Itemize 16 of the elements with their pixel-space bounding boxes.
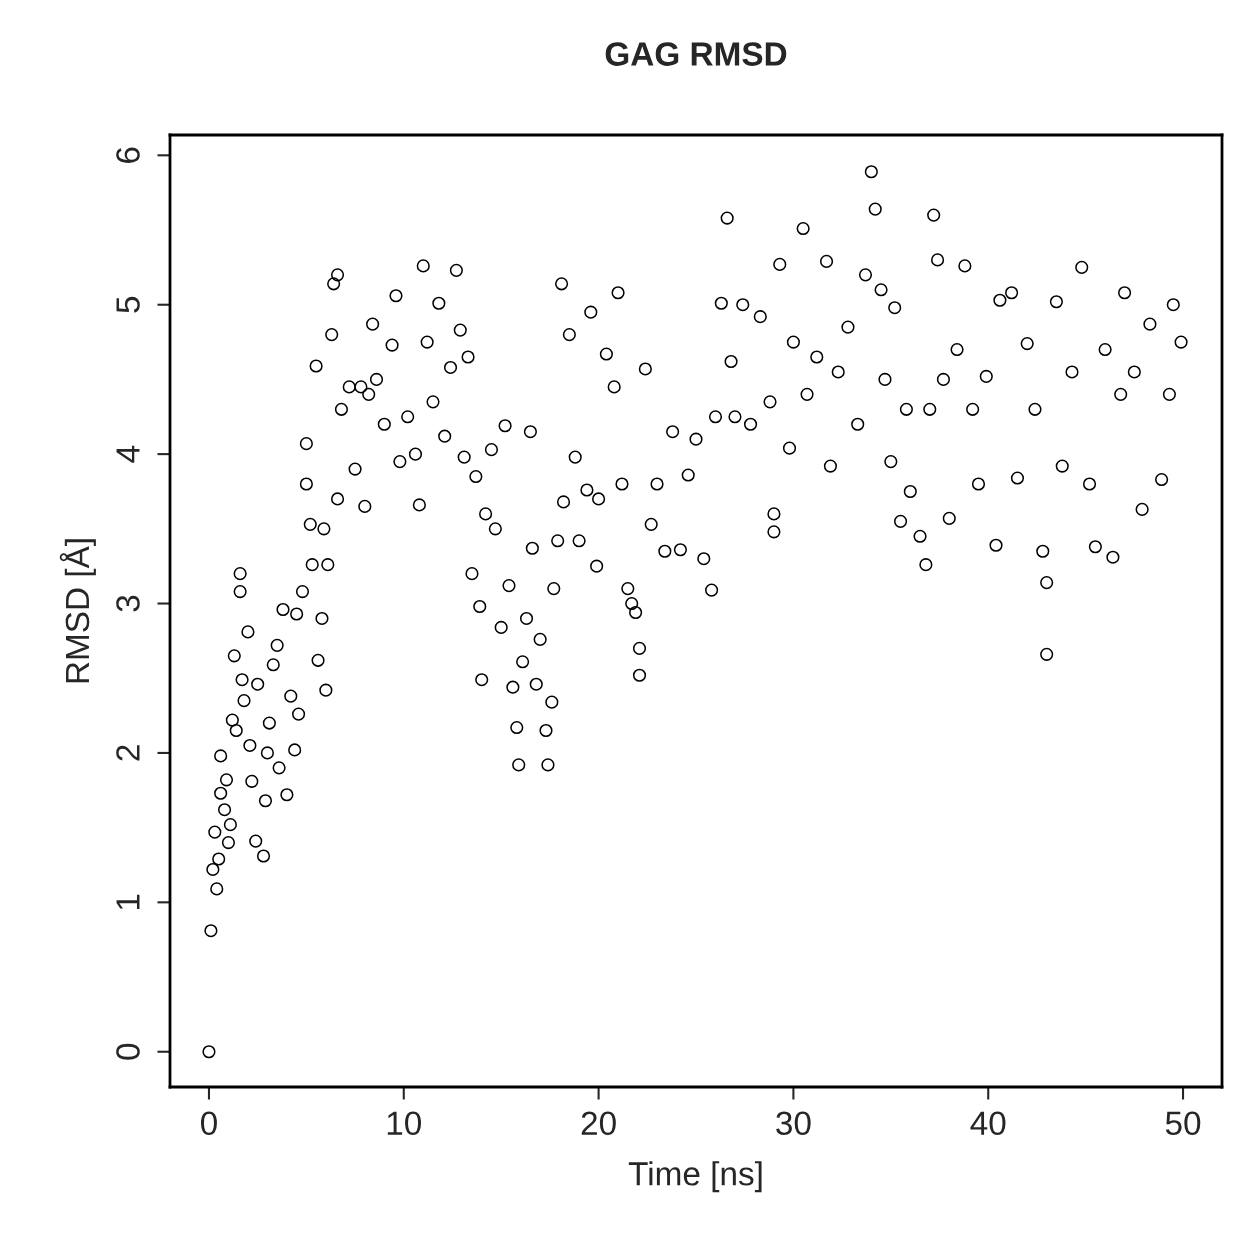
y-tick-label: 1 xyxy=(116,894,140,910)
x-tick-label: 0 xyxy=(201,1111,217,1136)
x-tick-label: 30 xyxy=(776,1111,811,1136)
chart-title: GAG RMSD xyxy=(605,42,787,66)
y-tick-label: 0 xyxy=(116,1043,140,1060)
y-tick-label: 6 xyxy=(116,147,140,163)
x-axis-title: Time [ns] xyxy=(628,1161,762,1193)
y-tick-label: 5 xyxy=(116,296,140,313)
y-tick-label: 4 xyxy=(116,445,140,463)
x-tick-label: 40 xyxy=(970,1111,1006,1136)
x-tick-label: 20 xyxy=(581,1111,616,1136)
x-tick-label: 10 xyxy=(387,1111,422,1136)
y-tick-label: 2 xyxy=(116,745,140,761)
y-tick-label: 3 xyxy=(116,595,140,612)
y-axis-title: RMSD [Å] xyxy=(59,539,96,683)
x-tick-label: 50 xyxy=(1165,1111,1201,1136)
